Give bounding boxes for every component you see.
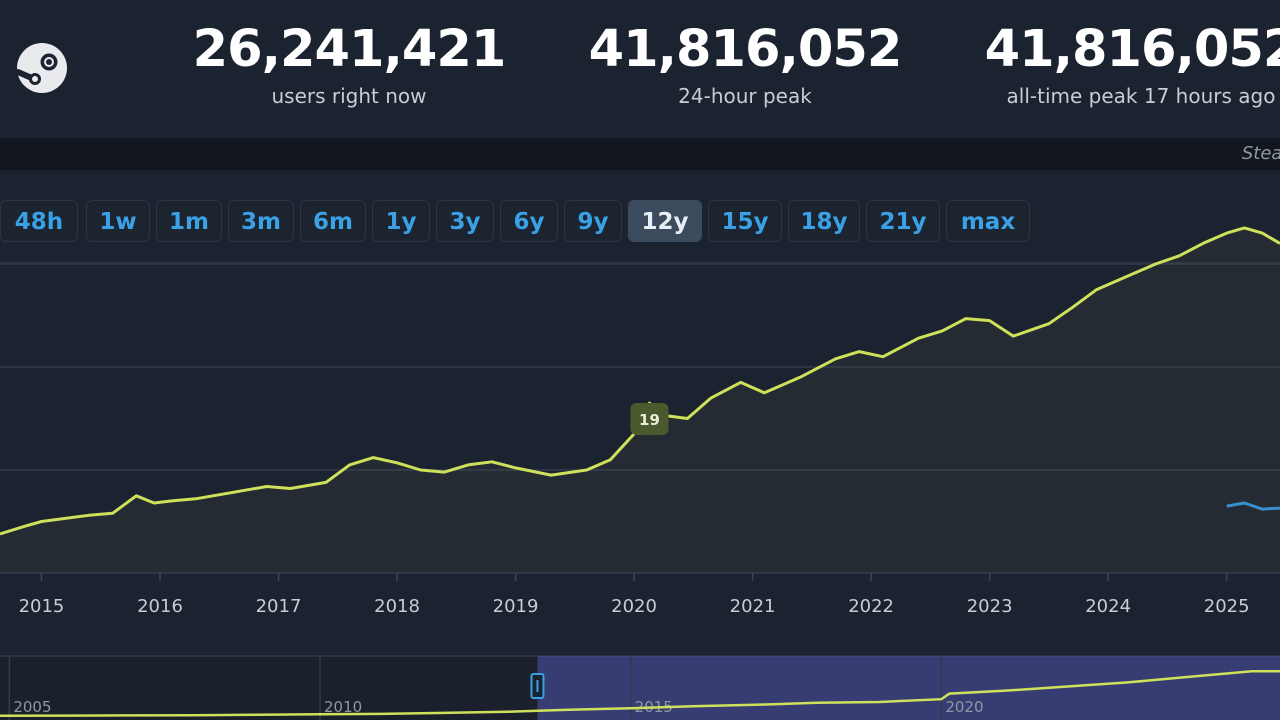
range-button-max[interactable]: max bbox=[946, 200, 1030, 242]
navigator-label: 2005 bbox=[13, 698, 51, 716]
x-tick-label: 2015 bbox=[19, 596, 65, 617]
chart-series bbox=[0, 226, 1280, 573]
navigator-selection[interactable] bbox=[537, 656, 1280, 720]
range-button-15y[interactable]: 15y bbox=[708, 200, 782, 242]
chart-top-border bbox=[0, 262, 1280, 263]
x-axis-ticks: 2015 2016 2017 2018 2019 2020 2021 2022 2023 2024… bbox=[19, 573, 1250, 617]
stat-24h-peak: 41,816,052 24-hour peak bbox=[586, 20, 904, 112]
x-tick-label: 2018 bbox=[374, 596, 420, 617]
stats-header: 26,241,421 users right now 41,816,052 24… bbox=[0, 0, 1280, 138]
stat-all-time-peak: 41,816,052 all-time peak 17 hours ago bbox=[982, 20, 1280, 112]
range-button-3m[interactable]: 3m bbox=[228, 200, 294, 242]
x-tick-label: 2023 bbox=[967, 596, 1013, 617]
x-tick-label: 2025 bbox=[1204, 596, 1250, 617]
time-range-selector: 48h 1w 1m 3m 6m 1y 3y 6y 9y 12y 15y 18y 21y max bbox=[0, 200, 1280, 244]
x-tick-label: 2024 bbox=[1085, 596, 1131, 617]
chart-annotation: 19 bbox=[630, 403, 669, 435]
navigator-line bbox=[0, 669, 1280, 717]
grid-lines bbox=[0, 263, 1280, 574]
range-button-6m[interactable]: 6m bbox=[300, 200, 366, 242]
stat-label: all-time peak 17 hours ago bbox=[1006, 84, 1276, 108]
stat-value: 41,816,052 bbox=[984, 20, 1280, 79]
series-area bbox=[0, 227, 1280, 573]
x-tick-label: 2020 bbox=[611, 596, 657, 617]
steam-logo-icon[interactable] bbox=[16, 42, 68, 94]
range-button-6y[interactable]: 6y bbox=[500, 200, 558, 242]
annotation-flag[interactable] bbox=[630, 403, 669, 435]
range-button-12y[interactable]: 12y bbox=[628, 200, 702, 242]
x-tick-label: 2016 bbox=[137, 596, 183, 617]
stat-value: 26,241,421 bbox=[192, 20, 507, 79]
x-tick-label: 2019 bbox=[493, 596, 539, 617]
annotation-label: 19 bbox=[639, 411, 660, 429]
navigator-background bbox=[0, 656, 1280, 720]
range-button-21y[interactable]: 21y bbox=[866, 200, 940, 242]
series-line bbox=[1226, 501, 1280, 511]
navigator-label: 2010 bbox=[324, 698, 362, 716]
range-button-1w[interactable]: 1w bbox=[86, 200, 150, 242]
range-button-9y[interactable]: 9y bbox=[564, 200, 622, 242]
range-button-18y[interactable]: 18y bbox=[788, 200, 860, 242]
stat-label: users right now bbox=[271, 84, 427, 108]
x-tick-label: 2022 bbox=[848, 596, 894, 617]
range-button-1m[interactable]: 1m bbox=[156, 200, 222, 242]
range-button-48h[interactable]: 48h bbox=[0, 200, 78, 242]
credit-bar: Steam bbox=[0, 138, 1280, 170]
stat-value: 41,816,052 bbox=[588, 20, 903, 79]
x-tick-label: 2017 bbox=[256, 596, 302, 617]
credit-text[interactable]: Steam bbox=[1241, 143, 1280, 164]
x-tick-label: 2021 bbox=[730, 596, 776, 617]
stat-label: 24-hour peak bbox=[678, 84, 812, 108]
navigator-label: 2020 bbox=[945, 698, 983, 716]
range-button-1y[interactable]: 1y bbox=[372, 200, 430, 242]
range-navigator: 2005 2010 2015 2020 bbox=[0, 655, 1280, 720]
stat-current-users: 26,241,421 users right now bbox=[190, 20, 508, 112]
range-button-3y[interactable]: 3y bbox=[436, 200, 494, 242]
